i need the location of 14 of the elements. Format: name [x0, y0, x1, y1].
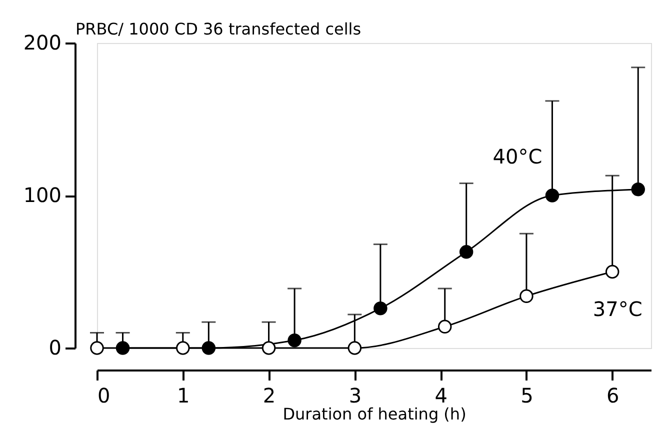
x-tick-label: 1 — [177, 384, 190, 408]
x-tick-label: 4 — [434, 384, 448, 408]
y-tick-label: 100 — [23, 183, 62, 207]
x-axis-title: Duration of heating (h) — [282, 404, 466, 424]
x-tick-label: 5 — [520, 384, 534, 408]
series-label: 40°C — [492, 144, 542, 168]
y-axis-title: PRBC/ 1000 CD 36 transfected cells — [76, 20, 362, 38]
x-tick-label: 6 — [606, 384, 620, 408]
x-tick-label: 2 — [262, 384, 276, 408]
series-label: 37°C — [592, 296, 642, 321]
y-tick-label: 200 — [23, 30, 62, 54]
x-tick-label: 3 — [348, 384, 362, 408]
x-tick-label: 0 — [98, 384, 110, 408]
y-tick-label: 0 — [48, 336, 62, 360]
